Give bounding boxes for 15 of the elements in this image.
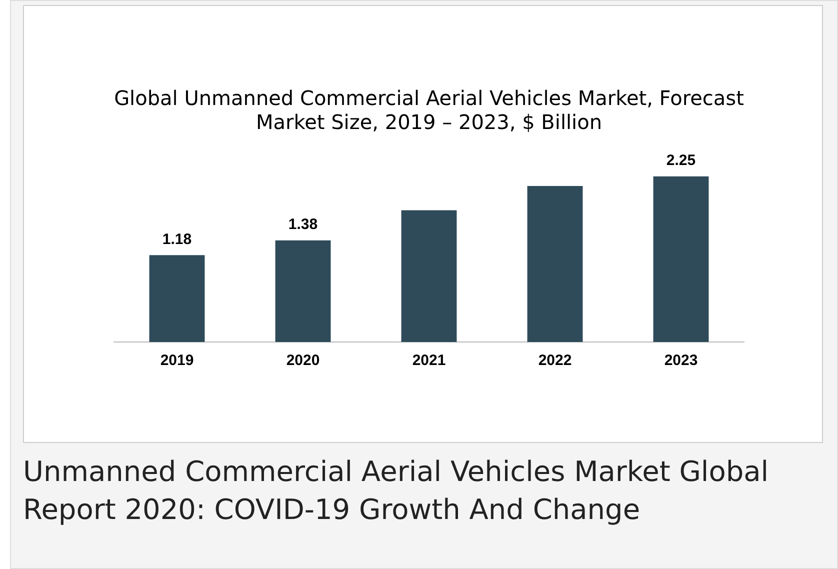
data-label: 1.18 [162,230,192,248]
bar [527,186,583,342]
text: Unmanned Commercial Aerial Vehicles Market Global Report 2020: COVID-19 Growth And Change [23,454,770,528]
x-tick-label: 2022 [538,352,572,370]
chart-title: Global Unmanned Commercial Aerial Vehicles Market, Forecast Market Size, 2019 – 2023, $ Billion [114,86,744,134]
data-label: 1.38 [288,216,318,234]
bar [653,176,709,342]
data-label: 2.25 [666,152,696,170]
bar [401,210,457,342]
x-tick-label: 2020 [286,352,320,370]
x-tick-label: 2021 [412,352,446,370]
bar [149,255,205,342]
x-tick-label: 2019 [160,352,194,370]
x-tick-label: 2023 [664,352,698,370]
bar [275,240,331,342]
